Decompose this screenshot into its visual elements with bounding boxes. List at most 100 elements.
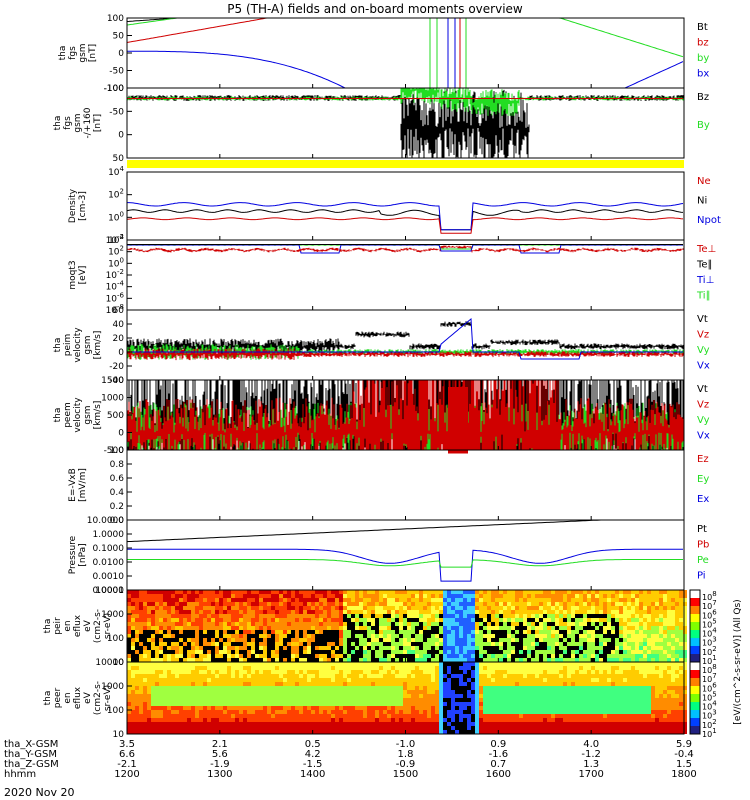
spectrogram-cell: [411, 642, 415, 646]
spectrogram-cell: [327, 718, 331, 722]
spectrogram-cell: [523, 602, 527, 606]
spectrogram-cell: [315, 646, 319, 650]
spectrogram-cell: [131, 726, 135, 730]
spectrogram-cell: [367, 602, 371, 606]
spectrogram-cell: [447, 602, 451, 606]
spectrogram-cell: [351, 674, 355, 678]
spectrogram-cell: [139, 686, 143, 690]
spectrogram-cell: [171, 638, 175, 642]
spectrogram-cell: [603, 710, 607, 714]
spectrogram-cell: [655, 650, 659, 654]
spectrogram-cell: [379, 718, 383, 722]
spectrogram-cell: [255, 718, 259, 722]
spectrogram-cell: [163, 674, 167, 678]
spectrogram-cell: [219, 726, 223, 730]
spectrogram-cell: [475, 606, 479, 610]
spectrogram-cell: [327, 642, 331, 646]
spectrogram-cell: [371, 658, 375, 662]
spectrogram-cell: [207, 674, 211, 678]
spectrogram-cell: [191, 702, 195, 706]
spectrogram-cell: [203, 618, 207, 622]
spectrogram-cell: [535, 706, 539, 710]
spectrogram-cell: [231, 682, 235, 686]
spectrogram-cell: [199, 666, 203, 670]
spectrogram-cell: [443, 714, 447, 718]
spectrogram-cell: [271, 590, 275, 594]
spectrogram-cell: [535, 630, 539, 634]
spectrogram-cell: [519, 590, 523, 594]
spectrogram-cell: [391, 602, 395, 606]
spectrogram-cell: [483, 602, 487, 606]
spectrogram-cell: [515, 726, 519, 730]
spectrogram-cell: [139, 694, 143, 698]
spectrogram-cell: [519, 682, 523, 686]
spectrogram-cell: [327, 614, 331, 618]
spectrogram-cell: [563, 630, 567, 634]
spectrogram-cell: [359, 666, 363, 670]
spectrogram-cell: [331, 690, 335, 694]
spectrogram-cell: [307, 634, 311, 638]
spectrogram-cell: [279, 726, 283, 730]
spectrogram-cell: [207, 630, 211, 634]
spectrogram-cell: [243, 710, 247, 714]
spectrogram-cell: [643, 630, 647, 634]
spectrogram-cell: [215, 594, 219, 598]
spectrogram-cell: [271, 602, 275, 606]
spectrogram-cell: [411, 654, 415, 658]
spectrogram-cell: [679, 630, 683, 634]
spectrogram-cell: [211, 646, 215, 650]
spectrogram-cell: [567, 590, 571, 594]
spectrogram-cell: [235, 730, 239, 734]
spectrogram-cell: [235, 682, 239, 686]
spectrogram-cell: [495, 706, 499, 710]
spectrogram-cell: [395, 698, 399, 702]
spectrogram-cell: [183, 718, 187, 722]
spectrogram-cell: [267, 678, 271, 682]
spectrogram-cell: [291, 714, 295, 718]
spectrogram-cell: [619, 654, 623, 658]
spectrogram-cell: [479, 614, 483, 618]
spectrogram-cell: [175, 726, 179, 730]
spectrogram-cell: [387, 634, 391, 638]
spectrogram-cell: [495, 614, 499, 618]
spectrogram-cell: [203, 614, 207, 618]
spectrogram-cell: [531, 658, 535, 662]
spectrogram-cell: [579, 610, 583, 614]
spectrogram-cell: [587, 658, 591, 662]
spectrogram-cell: [459, 710, 463, 714]
spectrogram-cell: [359, 590, 363, 594]
spectrogram-cell: [323, 718, 327, 722]
spectrogram-cell: [651, 598, 655, 602]
spectrogram-cell: [127, 678, 131, 682]
spectrogram-cell: [583, 706, 587, 710]
spectrogram-cell: [507, 634, 511, 638]
spectrogram-cell: [399, 666, 403, 670]
spectrogram-cell: [335, 698, 339, 702]
spectrogram-cell: [255, 634, 259, 638]
spectrogram-cell: [563, 718, 567, 722]
spectrogram-cell: [539, 674, 543, 678]
spectrogram-cell: [327, 634, 331, 638]
spectrogram-cell: [667, 638, 671, 642]
spectrogram-cell: [239, 726, 243, 730]
spectrogram-cell: [187, 678, 191, 682]
spectrogram-cell: [243, 722, 247, 726]
spectrogram-cell: [591, 634, 595, 638]
spectrogram-cell: [443, 694, 447, 698]
spectrogram-cell: [287, 630, 291, 634]
spectrogram-cell: [195, 670, 199, 674]
spectrogram-cell: [651, 678, 655, 682]
spectrogram-cell: [623, 718, 627, 722]
spectrogram-cell: [311, 598, 315, 602]
spectrogram-cell: [291, 654, 295, 658]
spectrogram-cell: [435, 614, 439, 618]
spectrogram-cell: [343, 678, 347, 682]
spectrogram-cell: [471, 666, 475, 670]
spectrogram-cell: [331, 722, 335, 726]
spectrogram-cell: [219, 686, 223, 690]
spectrogram-cell: [211, 606, 215, 610]
spectrogram-cell: [667, 642, 671, 646]
spectrogram-cell: [463, 714, 467, 718]
spectrogram-cell: [471, 710, 475, 714]
spectrogram-cell: [571, 650, 575, 654]
